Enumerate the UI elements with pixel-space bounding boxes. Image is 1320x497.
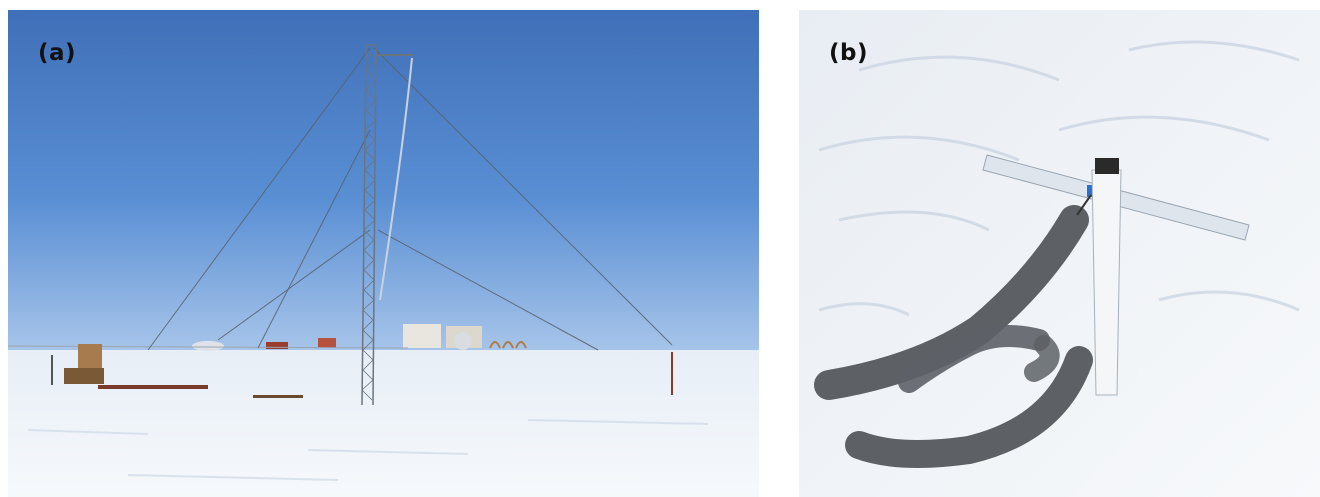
station-buildings (192, 324, 527, 351)
panel-a-label: (a) (38, 40, 77, 66)
sensor-post (1091, 169, 1122, 396)
foam-cables (814, 205, 1093, 468)
sky (8, 10, 759, 355)
sensor-head (1095, 158, 1119, 174)
tower-scene (8, 10, 759, 497)
field-equipment (51, 344, 673, 398)
panel-a-photo: (a) (8, 10, 759, 497)
panel-b-label: (b) (829, 40, 868, 66)
snow-ripples (818, 40, 1300, 317)
sensor-scene (799, 10, 1320, 497)
panel-b-photo: (b) (799, 10, 1320, 497)
lattice-tower (361, 44, 413, 406)
guy-wires (147, 47, 673, 351)
snow-ground (8, 350, 759, 497)
